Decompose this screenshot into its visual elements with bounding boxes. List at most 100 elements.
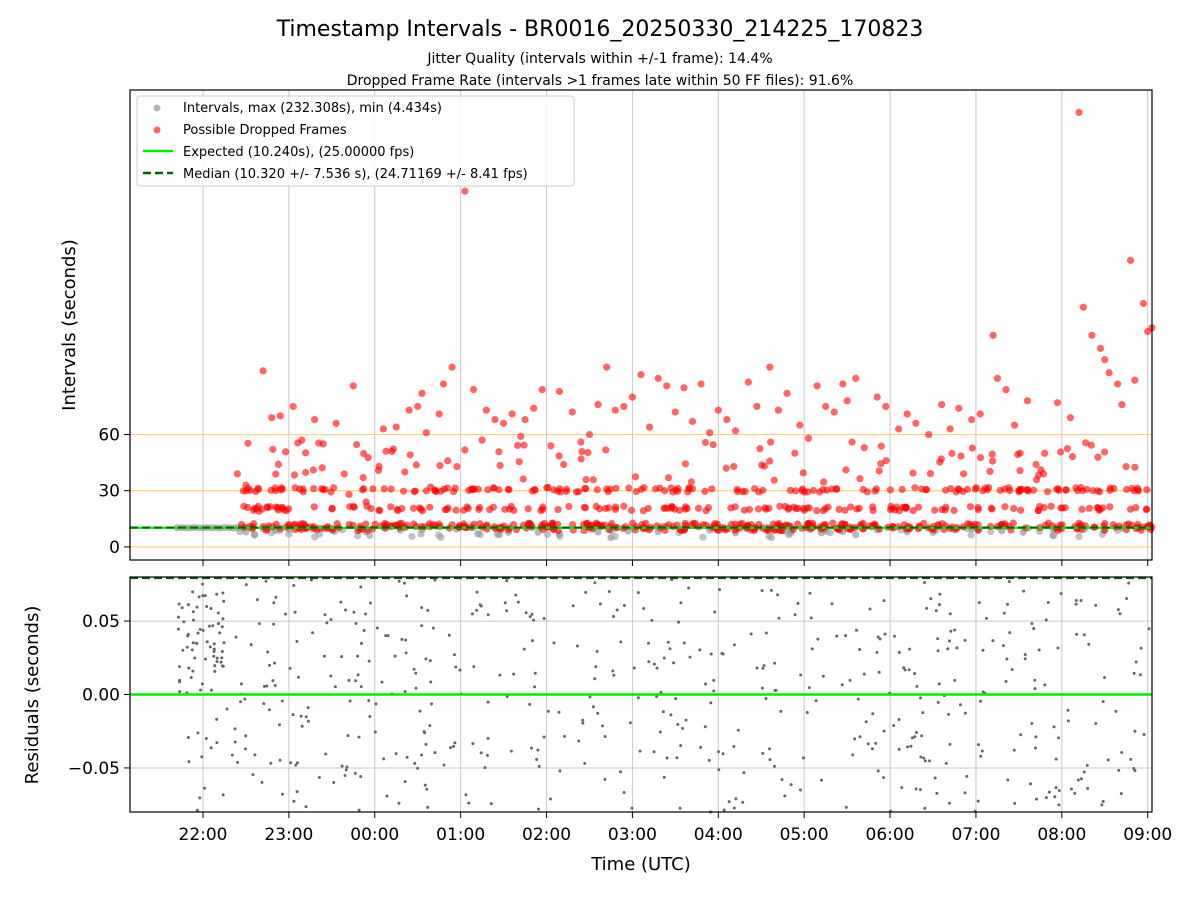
dropped-frame-point xyxy=(499,419,508,427)
dropped-frame-point xyxy=(663,382,671,390)
dropped-frame-point xyxy=(639,507,647,515)
residual-point xyxy=(707,758,711,762)
residual-point xyxy=(215,717,219,721)
residual-point xyxy=(910,736,914,740)
dropped-frame-point xyxy=(974,504,982,512)
residual-point xyxy=(732,806,736,810)
interval-point xyxy=(417,530,425,538)
interval-point xyxy=(826,529,834,537)
residual-point xyxy=(870,747,874,751)
dropped-frame-point xyxy=(604,488,612,496)
residual-point xyxy=(991,639,995,643)
residual-point xyxy=(428,659,432,663)
residual-point xyxy=(611,669,615,673)
residual-point xyxy=(265,684,269,688)
dropped-frame-point xyxy=(642,519,650,527)
residual-point xyxy=(178,690,182,694)
dropped-frame-point xyxy=(685,484,693,492)
dropped-frame-point xyxy=(299,520,307,528)
dropped-frame-point xyxy=(830,408,838,416)
dropped-frame-point xyxy=(925,430,933,439)
residual-point xyxy=(300,724,304,728)
dropped-frame-point xyxy=(242,481,250,489)
residual-point xyxy=(598,602,602,606)
residual-point xyxy=(777,616,781,620)
interval-point xyxy=(435,531,443,539)
residual-point xyxy=(883,632,887,636)
residual-point xyxy=(195,605,199,609)
residual-point xyxy=(882,729,886,733)
residual-point xyxy=(483,766,487,770)
residual-point xyxy=(203,594,207,598)
dropped-frame-point xyxy=(538,386,546,394)
dropped-frame-point xyxy=(319,440,327,448)
residual-point xyxy=(431,626,435,630)
residual-point xyxy=(489,802,493,806)
residual-point xyxy=(181,648,185,652)
residual-point xyxy=(1129,757,1133,761)
residual-point xyxy=(1046,600,1050,604)
residual-point xyxy=(416,766,420,770)
dropped-frame-point xyxy=(722,464,730,472)
residual-point xyxy=(505,579,509,583)
dropped-frame-point xyxy=(727,504,735,512)
residual-point xyxy=(233,727,237,731)
residual-point xyxy=(1034,797,1038,801)
dropped-frame-point xyxy=(669,488,677,496)
dropped-frame-point xyxy=(484,486,492,494)
interval-point xyxy=(311,533,319,541)
dropped-frame-point xyxy=(332,419,340,427)
dropped-frame-point xyxy=(582,475,590,484)
dropped-frame-point xyxy=(756,445,764,453)
dropped-frame-point xyxy=(478,436,486,444)
dropped-frame-point xyxy=(875,467,883,475)
dropped-frame-point xyxy=(274,460,283,469)
residual-point xyxy=(384,634,388,638)
residual-point xyxy=(454,665,458,669)
residual-point xyxy=(292,584,296,588)
residual-point xyxy=(798,788,802,792)
residual-point xyxy=(212,649,216,653)
residual-point xyxy=(789,783,793,787)
residual-point xyxy=(876,769,880,773)
dropped-frame-point xyxy=(986,467,994,476)
residual-point xyxy=(820,778,824,782)
dropped-frame-point xyxy=(255,507,263,515)
dropped-frame-point xyxy=(259,367,267,375)
residual-point xyxy=(503,601,507,605)
dropped-frame-point xyxy=(601,504,610,513)
residual-point xyxy=(207,624,211,628)
residual-point xyxy=(1033,687,1037,691)
residual-point xyxy=(699,745,703,749)
residual-point xyxy=(359,774,363,778)
residual-point xyxy=(1059,592,1063,596)
residual-point xyxy=(413,761,417,765)
residual-point xyxy=(1023,657,1027,661)
residual-point xyxy=(622,790,626,794)
residual-point xyxy=(359,685,363,689)
dropped-frame-point xyxy=(602,446,610,454)
residual-point xyxy=(919,696,923,700)
residual-point xyxy=(1094,603,1098,607)
residual-point xyxy=(347,678,351,682)
residual-point xyxy=(537,807,541,811)
residual-point xyxy=(953,678,957,682)
dropped-frame-point xyxy=(1075,108,1083,117)
dropped-frame-point xyxy=(993,374,1002,382)
residual-point xyxy=(393,654,397,658)
residual-point xyxy=(209,746,213,750)
residual-point xyxy=(1001,644,1005,648)
residual-point xyxy=(769,588,773,592)
residual-point xyxy=(424,657,428,661)
dropped-frame-point xyxy=(555,452,563,460)
residual-point xyxy=(762,664,766,668)
residual-point xyxy=(397,801,401,805)
interval-point xyxy=(1049,531,1057,539)
residual-point xyxy=(732,643,736,647)
residual-point xyxy=(1079,598,1083,602)
dropped-frame-point xyxy=(793,520,802,528)
dropped-frame-point xyxy=(1118,400,1126,409)
residual-point xyxy=(1012,748,1016,752)
residual-point xyxy=(1066,708,1070,712)
dropped-frame-point xyxy=(942,486,950,494)
